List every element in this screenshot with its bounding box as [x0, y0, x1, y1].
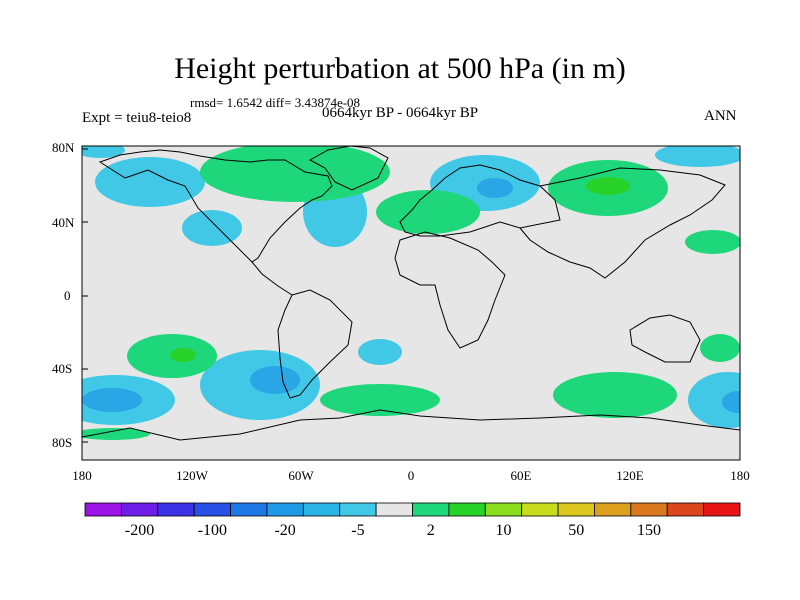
coast-africa: [394, 231, 506, 349]
colorbar-box-3: [193, 502, 231, 517]
neg-region-s-pacific-e-core: [722, 391, 740, 413]
neg-region-s-pacific-e: [688, 372, 740, 428]
pos-region-australia-se: [700, 334, 740, 362]
neg-region-w-usa: [182, 210, 242, 246]
lon-tick-120e: 120E: [616, 468, 644, 483]
colorbar-box-8: [375, 502, 413, 517]
lat-tick-40s: 40S: [52, 361, 72, 376]
experiment-label: Expt = teiu8-teio8: [82, 110, 192, 126]
pos-region-s-pacific-core: [170, 348, 196, 362]
pos-region-n-pacific-e: [685, 230, 740, 254]
latitude-axis: 80N 40N 0 40S 80S: [52, 140, 88, 450]
colorbar-box-15: [630, 502, 668, 517]
lon-tick-60e: 60E: [511, 468, 532, 483]
colorbar-label: -100: [198, 522, 227, 539]
longitude-axis: 180 120W 60W 0 60E 120E 180: [72, 468, 750, 483]
lat-tick-0: 0: [64, 288, 71, 303]
colorbar-box-10: [448, 502, 486, 517]
pos-region-greenland: [200, 146, 390, 202]
neg-region-scandinavia-core: [477, 178, 513, 198]
lon-tick-180w: 180: [72, 468, 92, 483]
colorbar-box-12: [521, 502, 559, 517]
neg-region-n-pacific: [95, 157, 205, 207]
coast-north-america: [98, 149, 333, 263]
pos-region-s-atlantic: [320, 384, 440, 416]
pos-region-siberia-core: [586, 177, 630, 195]
colorbar-box-0: [84, 502, 122, 517]
colorbar-label: 50: [568, 522, 584, 539]
pos-region-s-indian: [553, 372, 677, 418]
colorbar-box-13: [557, 502, 595, 517]
colorbar-label: -200: [125, 522, 154, 539]
neg-region-s-pacific-w-core: [82, 388, 142, 412]
colorbar: -200 -100 -20 -5 2 10 50 150: [84, 502, 741, 539]
coast-greenland: [308, 146, 389, 191]
lon-tick-180e: 180: [730, 468, 750, 483]
neg-region-se-pacific-core: [250, 366, 300, 394]
plot-title: Height perturbation at 500 hPa (in m): [174, 52, 626, 85]
coast-europe: [399, 164, 561, 237]
colorbar-label: -20: [274, 522, 295, 539]
colorbar-box-11: [484, 502, 523, 517]
lat-tick-80s: 80S: [52, 435, 72, 450]
lat-tick-40n: 40N: [52, 215, 75, 230]
colorbar-box-2: [157, 502, 195, 517]
colorbar-label: 150: [637, 522, 661, 539]
rmsd-subtitle: rmsd= 1.6542 diff= 3.43874e-08: [190, 95, 361, 110]
colorbar-box-16: [666, 502, 705, 517]
colorbar-box-5: [266, 502, 304, 517]
neg-region-arctic-e: [655, 146, 740, 167]
colorbar-label: -5: [351, 522, 364, 539]
colorbar-box-17: [703, 502, 741, 517]
pos-region-antarctic: [82, 428, 150, 440]
colorbar-box-1: [120, 502, 159, 517]
colorbar-label: 2: [427, 522, 435, 539]
neg-region-arctic-w: [82, 146, 125, 158]
coast-central-america: [251, 261, 293, 296]
colorbar-box-7: [339, 502, 377, 517]
colorbar-box-6: [302, 502, 341, 517]
colorbar-box-4: [230, 502, 268, 517]
lon-tick-0: 0: [408, 468, 415, 483]
coast-antarctica: [82, 409, 740, 441]
pos-region-europe: [376, 190, 480, 234]
colorbar-box-14: [594, 502, 632, 517]
coast-south-america: [277, 289, 353, 399]
coastlines: [82, 146, 740, 441]
map-frame: [81, 145, 741, 461]
anomaly-regions: [82, 146, 740, 440]
coast-asia: [519, 167, 726, 279]
colorbar-label: 10: [495, 522, 511, 539]
neg-region-s-atlantic: [358, 339, 402, 365]
period-label: 0664kyr BP - 0664kyr BP: [322, 105, 479, 121]
colorbar-box-9: [412, 502, 450, 517]
coast-australia: [629, 314, 701, 363]
lon-tick-120w: 120W: [176, 468, 209, 483]
season-label: ANN: [704, 108, 737, 124]
lat-tick-80n: 80N: [52, 140, 75, 155]
lon-tick-60w: 60W: [288, 468, 314, 483]
